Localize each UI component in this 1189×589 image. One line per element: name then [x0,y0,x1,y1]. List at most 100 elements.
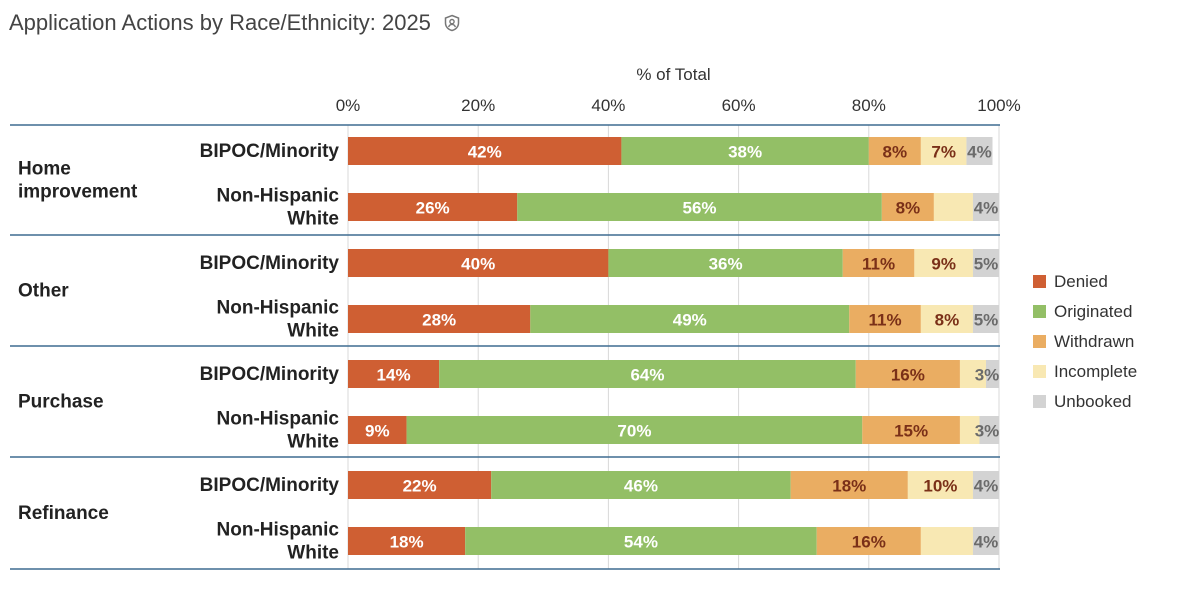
data-label: 38% [728,143,762,162]
bar-segment-withdrawn [842,249,915,277]
data-label: 18% [390,533,424,552]
row-label: White [287,321,339,342]
bar-segment-unbooked [966,137,993,165]
bar-segment-unbooked [979,416,999,444]
bar-segment-denied [348,305,531,333]
data-label: 11% [869,311,902,330]
row-label: Non-Hispanic [217,298,340,319]
bar-segment-originated [517,193,882,221]
row-label: BIPOC/Minority [200,475,340,496]
row-label: Non-Hispanic [217,520,340,541]
bar-segment-originated [621,137,869,165]
legend-item-denied: Denied [1054,272,1108,291]
data-label: 4% [974,533,999,552]
bar-segment-denied [348,471,492,499]
legend-item-originated: Originated [1054,302,1132,321]
row-label: White [287,432,339,453]
legend-swatch-unbooked [1033,395,1046,408]
bar-segment-unbooked [972,527,999,555]
bar-segment-denied [348,137,622,165]
x-tick-label: 40% [591,96,625,115]
data-label: 18% [832,477,866,496]
chart-title: Application Actions by Race/Ethnicity: 2… [9,10,431,35]
row-label: White [287,543,339,564]
bar-segment-originated [530,305,850,333]
row-label: Non-Hispanic [217,409,340,430]
x-tick-label: 20% [461,96,495,115]
data-label: 7% [931,143,956,162]
data-label: 40% [461,255,495,274]
group-label: Home [18,159,71,180]
group-label: Refinance [18,503,109,524]
bar-segment-incomplete [914,249,973,277]
legend-swatch-withdrawn [1033,335,1046,348]
shield-user-icon[interactable] [443,14,461,32]
legend-item-unbooked: Unbooked [1054,392,1132,411]
bar-segment-withdrawn [881,193,934,221]
data-label: 5% [974,311,999,330]
data-label: 10% [923,477,957,496]
bar-segment-withdrawn [868,137,921,165]
bar-segment-originated [608,249,843,277]
bar-segment-unbooked [972,249,999,277]
chart-title-row: Application Actions by Race/Ethnicity: 2… [9,8,461,38]
bar-segment-incomplete [907,471,973,499]
data-label: 46% [624,477,658,496]
legend-swatch-incomplete [1033,365,1046,378]
bar-segment-originated [406,416,863,444]
bar-segment-incomplete [933,193,973,221]
data-label: 8% [896,199,921,218]
data-label: 26% [416,199,450,218]
bar-segment-withdrawn [855,360,960,388]
bar-segment-withdrawn [862,416,960,444]
bar-segment-incomplete [959,360,986,388]
x-tick-label: 0% [336,96,361,115]
bar-segment-originated [465,527,817,555]
bar-segment-originated [491,471,791,499]
row-label: Non-Hispanic [217,186,340,207]
data-label: 64% [630,366,664,385]
bar-segment-unbooked [985,360,999,388]
bar-segment-incomplete [920,527,973,555]
x-tick-label: 60% [722,96,756,115]
data-label: 4% [974,199,999,218]
group-label: improvement [18,182,138,203]
row-label: White [287,209,339,230]
x-tick-label: 100% [977,96,1020,115]
data-label: 49% [673,311,707,330]
legend-swatch-originated [1033,305,1046,318]
legend-item-withdrawn: Withdrawn [1054,332,1134,351]
legend-item-incomplete: Incomplete [1054,362,1137,381]
legend-swatch-denied [1033,275,1046,288]
data-label: 16% [852,533,886,552]
bar-segment-unbooked [972,305,999,333]
bar-segment-denied [348,360,440,388]
data-label: 8% [883,143,908,162]
data-label: 5% [974,255,999,274]
data-label: 54% [624,533,658,552]
bar-segment-denied [348,527,466,555]
bar-segment-unbooked [972,193,999,221]
bar-segment-denied [348,249,609,277]
data-label: 36% [709,255,743,274]
row-label: BIPOC/Minority [200,364,340,385]
data-label: 15% [894,422,928,441]
group-label: Other [18,281,69,302]
data-label: 4% [967,143,992,162]
data-label: 42% [468,143,502,162]
bar-segment-originated [439,360,856,388]
data-label: 14% [377,366,411,385]
data-label: 9% [365,422,390,441]
x-axis-label: % of Total [636,65,710,84]
data-label: 16% [891,366,925,385]
bar-segment-incomplete [959,416,980,444]
data-label: 56% [683,199,717,218]
data-label: 9% [931,255,956,274]
data-label: 8% [935,311,960,330]
bar-segment-incomplete [920,305,973,333]
bar-segment-withdrawn [816,527,921,555]
bar-segment-unbooked [972,471,999,499]
data-label: 70% [617,422,651,441]
bar-segment-withdrawn [790,471,908,499]
